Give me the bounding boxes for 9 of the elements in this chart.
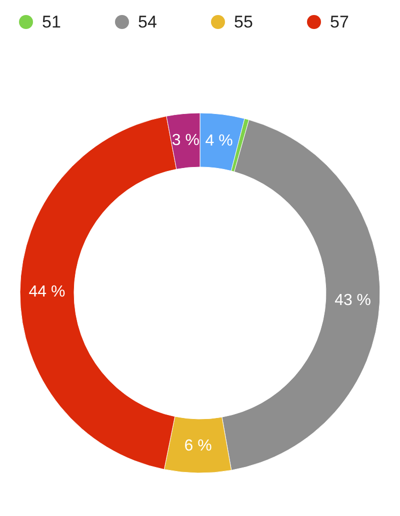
data-label: 4 % xyxy=(205,132,233,150)
data-label: 43 % xyxy=(334,292,372,310)
legend-label: 55 xyxy=(234,12,253,32)
data-label: 6 % xyxy=(184,437,212,454)
data-label: 3 % xyxy=(172,132,200,150)
legend-label: 57 xyxy=(330,12,349,32)
data-label: 44 % xyxy=(28,284,66,301)
legend-label: 51 xyxy=(42,12,61,32)
legend-label: 54 xyxy=(138,12,157,32)
